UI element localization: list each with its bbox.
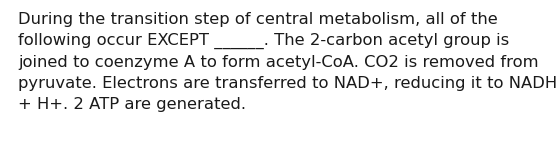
Text: During the transition step of central metabolism, all of the
following occur EXC: During the transition step of central me… xyxy=(18,12,557,112)
